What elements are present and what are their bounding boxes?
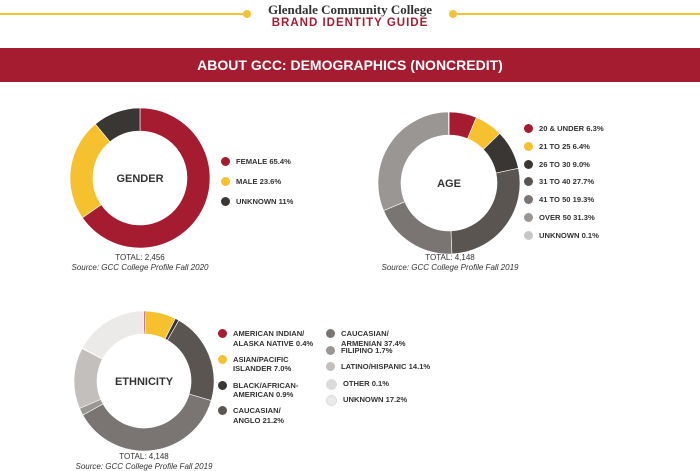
slice-31-to-40 [450,167,521,255]
legend-item: 20 & UNDER 6.3% [524,124,604,134]
legend-swatch [524,213,533,222]
legend-label: BLACK/AFRICAN- AMERICAN 0.9% [233,380,299,400]
legend-swatch [326,378,337,390]
ethnicity-total: TOTAL: 4,148 Source: GCC College Profile… [54,452,234,471]
legend-swatch [218,406,227,416]
legend-label: FEMALE 65.4% [236,157,291,166]
legend-label: 26 TO 30 9.0% [539,159,590,169]
legend-swatch [218,329,227,338]
legend-item: 31 TO 40 27.7% [524,177,594,187]
legend-item: FEMALE 65.4% [221,157,291,167]
legend-swatch [326,395,337,406]
legend-label: MALE 23.6% [236,177,282,186]
legend-swatch [326,329,335,338]
legend-label: CAUCASIAN/ARMENIAN 37.4% [341,329,406,348]
legend-item: UNKNOWN 17.2% [326,395,407,406]
slice-41-to-50 [383,201,453,255]
college-name: Glendale Community College [268,2,432,17]
gender-total-count: TOTAL: 2,456 [115,253,165,262]
legend-item: OTHER 0.1% [326,378,389,390]
age-total: TOTAL: 4,148 Source: GCC College Profile… [360,253,540,272]
legend-label: 31 TO 40 27.7% [539,177,595,187]
legend-item: BLACK/AFRICAN- AMERICAN 0.9% [218,380,299,400]
age-donut-chart: AGE [377,111,521,255]
legend-label: UNKNOWN 0.1% [539,230,599,240]
legend-label: 20 & UNDER 6.3% [539,124,604,133]
legend-swatch [524,159,533,169]
legend-label: LATINO/HISPANIC 14.1% [341,362,431,371]
gender-source: Source: GCC College Profile Fall 2020 [71,262,209,272]
header: Glendale Community College BRAND IDENTIT… [0,0,700,38]
legend-swatch [326,362,335,371]
slice-female [81,107,211,249]
legend-swatch [524,124,533,133]
slice-caucasian-anglo [167,319,215,401]
legend-item: 26 TO 30 9.0% [524,159,590,170]
legend-swatch [221,177,230,186]
header-rule-right [455,13,700,15]
legend-item: MALE 23.6% [221,177,281,187]
legend-swatch [326,345,335,355]
legend-item: UNKNOWN 0.1% [524,230,599,241]
slice-latino-hispanic [73,348,103,409]
legend-label: FILIPINO 1.7% [341,345,393,355]
legend-item: FILIPINO 1.7% [326,345,393,356]
chart-center-label: GENDER [116,173,163,185]
guide-title: BRAND IDENTITY GUIDE [271,17,429,29]
age-total-count: TOTAL: 4,148 [425,253,475,262]
header-dot-left [243,10,251,18]
chart-center-label: AGE [437,178,461,190]
gender-donut-chart: GENDER [69,107,211,249]
legend-item: 21 TO 25 6.4% [524,141,590,152]
banner-title-tail: (NONCREDIT) [410,57,503,73]
legend-swatch [218,380,227,390]
legend-item: 41 TO 50 19.3% [524,195,594,205]
legend-item: LATINO/HISPANIC 14.1% [326,362,430,372]
header-dot-right [449,10,457,18]
legend-item: CAUCASIAN/ANGLO 21.2% [218,406,284,425]
legend-label: ASIAN/PACIFIC ISLANDER 7.0% [233,354,292,374]
ethnicity-total-count: TOTAL: 4,148 [119,452,169,461]
legend-item: AMERICAN INDIAN/ALASKA NATIVE 0.4% [218,329,313,348]
slice-unknown [81,310,145,360]
section-banner: ABOUT GCC: DEMOGRAPHICS (NONCREDIT) [0,48,700,82]
legend-label: OVER 50 31.3% [539,213,595,222]
legend-swatch [524,141,533,151]
legend-label: UNKNOWN 17.2% [343,395,408,404]
legend-item: OVER 50 31.3% [524,213,595,223]
age-source: Source: GCC College Profile Fall 2019 [381,262,519,272]
legend-swatch [221,197,230,206]
legend-label: OTHER 0.1% [343,378,389,388]
legend-item: ASIAN/PACIFIC ISLANDER 7.0% [218,354,292,374]
ethnicity-donut-chart: ETHNICITY [73,310,215,452]
legend-swatch [524,195,533,205]
legend-swatch [221,157,230,166]
slice-over-50 [377,111,450,212]
ethnicity-source: Source: GCC College Profile Fall 2019 [75,461,213,471]
legend-label: CAUCASIAN/ANGLO 21.2% [233,406,285,425]
legend-label: 21 TO 25 6.4% [539,141,590,151]
legend-label: UNKNOWN 11% [236,197,294,206]
slice-male [69,123,111,219]
legend-swatch [218,354,227,364]
legend-item: CAUCASIAN/ARMENIAN 37.4% [326,329,406,348]
chart-center-label: ETHNICITY [115,376,174,388]
legend-label: AMERICAN INDIAN/ALASKA NATIVE 0.4% [233,329,314,348]
slice-unknown [94,107,141,143]
legend-swatch [524,230,533,240]
header-rule-left [0,13,245,15]
banner-title: ABOUT GCC: DEMOGRAPHICS [197,57,411,73]
gender-total: TOTAL: 2,456 Source: GCC College Profile… [50,253,230,272]
legend-item: UNKNOWN 11% [221,197,293,207]
legend-label: 41 TO 50 19.3% [539,195,595,205]
legend-swatch [524,177,533,187]
